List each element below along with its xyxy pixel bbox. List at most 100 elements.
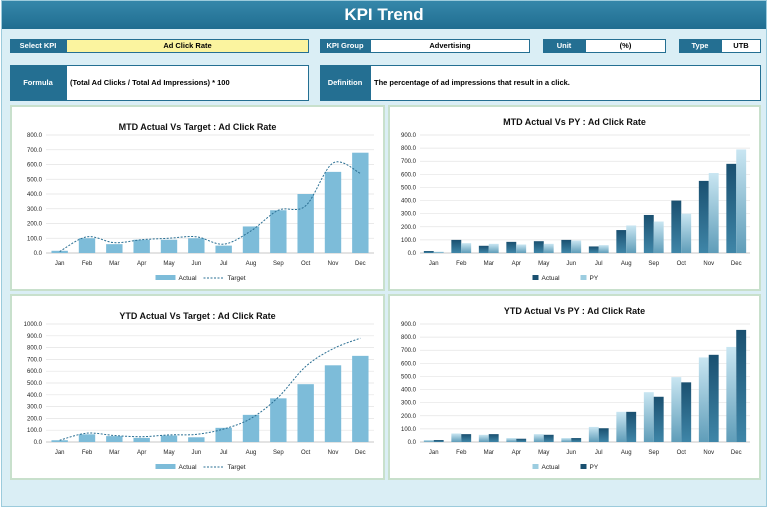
y-tick-label: 400.0 — [401, 199, 417, 205]
legend-label: Actual — [542, 275, 561, 282]
y-tick-label: 0.0 — [34, 440, 43, 446]
bar-actual — [588, 246, 599, 253]
y-tick-label: 0.0 — [34, 251, 43, 257]
y-tick-label: 100.0 — [401, 238, 417, 244]
bar-actual — [215, 245, 232, 253]
formula-value: (Total Ad Clicks / Total Ad Impressions)… — [66, 65, 309, 101]
bar-py — [681, 213, 692, 253]
bar-py — [571, 438, 582, 442]
type-label: Type — [679, 39, 721, 53]
bar-py — [461, 243, 472, 253]
y-tick-label: 500.0 — [27, 381, 43, 387]
bar-actual — [698, 180, 709, 253]
x-tick-label: Oct — [677, 450, 687, 456]
definition-label: Definition — [320, 65, 370, 101]
x-tick-label: Nov — [703, 261, 714, 267]
kpi-group-value: Advertising — [370, 39, 530, 53]
x-tick-label: Jan — [55, 261, 65, 267]
x-tick-label: Aug — [621, 450, 632, 456]
legend-label: Target — [228, 275, 246, 282]
y-tick-label: 500.0 — [401, 374, 417, 380]
legend-swatch — [532, 464, 539, 469]
chart-ytd-actual-vs-target: YTD Actual Vs Target : Ad Click Rate 0.0 1… — [10, 294, 385, 480]
y-tick-label: 0.0 — [408, 251, 417, 257]
bar-actual — [160, 239, 178, 253]
bar-py — [598, 245, 609, 253]
y-tick-label: 900.0 — [401, 133, 417, 139]
y-tick-label: 900.0 — [27, 334, 43, 340]
x-tick-label: Dec — [731, 261, 742, 267]
bar-actual — [188, 437, 205, 442]
bar-actual — [423, 440, 434, 442]
bar-py — [516, 438, 527, 442]
x-tick-label: Dec — [355, 450, 366, 456]
bar-py — [653, 221, 664, 253]
bar-actual — [133, 437, 150, 442]
bar-actual — [698, 357, 709, 442]
x-tick-label: Dec — [355, 261, 366, 267]
x-tick-label: Nov — [328, 261, 339, 267]
y-tick-label: 100.0 — [27, 428, 43, 434]
bar-py — [626, 411, 637, 442]
y-tick-label: 200.0 — [401, 225, 417, 231]
bar-actual — [616, 230, 627, 253]
select-kpi-label: Select KPI — [10, 39, 66, 53]
bar-py — [543, 434, 554, 442]
bar-py — [461, 434, 472, 442]
unit-label: Unit — [543, 39, 585, 53]
x-tick-label: Sep — [273, 450, 284, 456]
bar-py — [653, 396, 664, 442]
y-tick-label: 400.0 — [27, 192, 43, 198]
bar-actual — [78, 238, 96, 253]
x-tick-label: Oct — [301, 261, 311, 267]
y-tick-label: 700.0 — [401, 159, 417, 165]
bar-actual — [270, 210, 287, 253]
bar-actual — [671, 377, 682, 442]
type-value: UTB — [721, 39, 761, 53]
x-tick-label: May — [538, 261, 549, 267]
x-tick-label: Nov — [703, 450, 714, 456]
bar-actual — [451, 239, 462, 253]
y-tick-label: 500.0 — [27, 177, 43, 183]
y-tick-label: 900.0 — [401, 322, 417, 328]
y-tick-label: 700.0 — [27, 148, 43, 154]
x-tick-label: Apr — [512, 450, 521, 456]
bar-actual — [533, 434, 544, 442]
y-tick-label: 700.0 — [27, 357, 43, 363]
x-tick-label: Jun — [191, 450, 201, 456]
unit-value: (%) — [585, 39, 666, 53]
x-tick-label: Apr — [137, 261, 146, 267]
y-tick-label: 800.0 — [401, 146, 417, 152]
x-tick-label: Mar — [484, 261, 494, 267]
definition-value: The percentage of ad impressions that re… — [370, 65, 761, 101]
bar-py — [598, 428, 609, 442]
chart-svg: MTD Actual Vs Target : Ad Click Rate 0.0 1… — [27, 122, 374, 282]
y-tick-label: 700.0 — [401, 348, 417, 354]
y-tick-label: 800.0 — [27, 346, 43, 352]
x-tick-label: Feb — [82, 261, 93, 267]
bar-actual — [215, 427, 232, 442]
bar-py — [736, 329, 747, 442]
bar-py — [433, 251, 444, 253]
bar-actual — [561, 239, 572, 253]
bar-actual — [297, 194, 314, 253]
y-tick-label: 200.0 — [401, 414, 417, 420]
bar-actual — [133, 239, 150, 253]
x-tick-label: Mar — [484, 450, 494, 456]
bar-py — [571, 240, 582, 253]
bar-actual — [616, 411, 627, 442]
bar-py — [488, 434, 499, 442]
y-tick-label: 600.0 — [401, 361, 417, 367]
x-tick-label: Sep — [648, 450, 659, 456]
x-tick-label: Jun — [566, 261, 576, 267]
x-tick-label: May — [163, 450, 174, 456]
legend-label: Actual — [542, 464, 561, 471]
legend-label: PY — [590, 464, 599, 471]
kpi-group-label: KPI Group — [320, 39, 370, 53]
x-tick-label: Mar — [109, 450, 119, 456]
x-tick-label: May — [163, 261, 174, 267]
legend-label: Target — [228, 464, 246, 471]
chart-ytd-actual-vs-py: YTD Actual Vs PY : Ad Click Rate 0.0 100.0… — [388, 294, 761, 480]
select-kpi-dropdown[interactable]: Ad Click Rate — [66, 39, 309, 53]
